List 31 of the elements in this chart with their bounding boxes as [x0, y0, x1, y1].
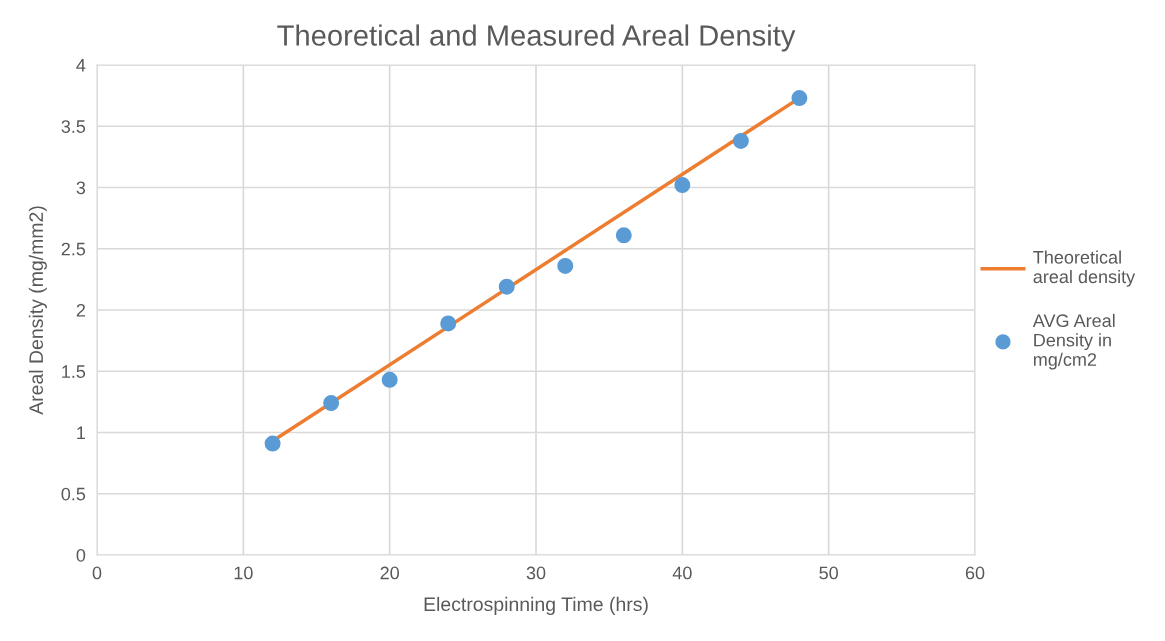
y-tick-label: 3.5	[61, 120, 86, 133]
point	[557, 257, 574, 274]
y-tick-label: 2	[76, 303, 85, 317]
point	[615, 227, 632, 244]
legend-label: Theoretical areal density	[1033, 250, 1136, 287]
y-tick-label: 4	[76, 59, 86, 72]
y-tick-label: 0	[76, 548, 86, 562]
point	[264, 435, 281, 452]
point	[440, 315, 457, 332]
y-tick-label: 0.5	[61, 487, 86, 501]
x-tick-label: 60	[965, 566, 985, 580]
y-tick-label: 1.5	[62, 365, 86, 378]
legend-label: AVG Areal Density in mg/cm2	[1032, 313, 1115, 370]
x-tick-label: 30	[526, 566, 546, 580]
x-tick-label: 20	[380, 566, 399, 580]
y-tick-label: 3	[76, 181, 86, 195]
y-tick-label: 1	[77, 426, 86, 440]
point	[381, 371, 398, 388]
point	[674, 177, 691, 194]
point	[732, 132, 749, 149]
point	[323, 395, 340, 412]
x-tick-label: 10	[234, 566, 253, 580]
x-tick-label: 40	[672, 566, 692, 580]
y-tick-label: 2.5	[61, 242, 86, 256]
chart-title: Theoretical and Measured Areal Density	[277, 24, 796, 52]
point	[791, 90, 808, 107]
x-tick-label: 50	[819, 566, 838, 580]
point	[498, 278, 515, 295]
y-axis-title: Areal Density (mg/mm2)	[28, 206, 47, 415]
x-axis-title: Electrospinning Time (hrs)	[424, 596, 648, 615]
x-tick-label: 0	[92, 566, 102, 580]
